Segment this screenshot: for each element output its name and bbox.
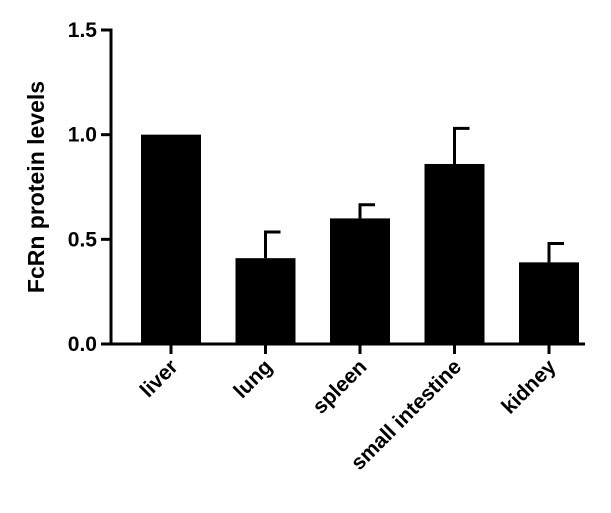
- y-axis-title: FcRn protein levels: [23, 81, 49, 293]
- chart-bars: [141, 134, 579, 344]
- x-tick-label: lung: [229, 355, 277, 403]
- bar-kidney: [519, 262, 579, 344]
- bar-lung: [235, 258, 296, 344]
- x-tick-label: spleen: [308, 355, 371, 418]
- x-tick-label: liver: [136, 355, 183, 402]
- y-tick-label: 1.5: [68, 19, 98, 42]
- chart-error-bars: [264, 126, 564, 263]
- bar-small-intestine: [424, 163, 485, 344]
- y-axis-ticks: 0.0 0.5 1.0 1.5: [68, 19, 111, 356]
- y-tick-label: 0.0: [68, 333, 97, 356]
- y-tick-label: 0.5: [68, 228, 98, 251]
- bar-spleen: [330, 218, 390, 344]
- x-tick-label: kidney: [497, 355, 561, 419]
- y-tick-label: 1.0: [68, 124, 97, 147]
- bar-liver: [141, 134, 201, 344]
